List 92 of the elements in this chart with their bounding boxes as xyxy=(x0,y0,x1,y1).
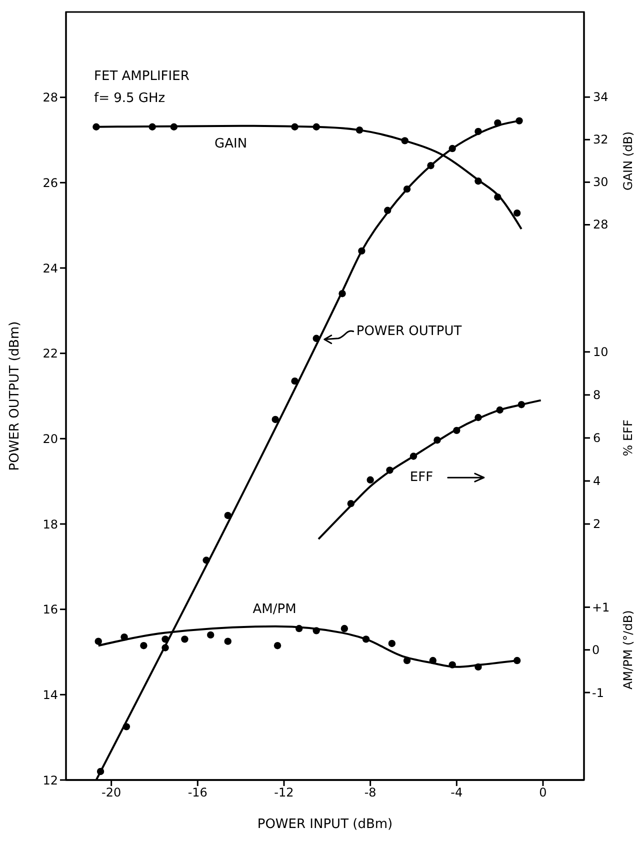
point xyxy=(170,123,178,130)
y-axis-title: AM/PM (°/dB) xyxy=(621,610,635,690)
y-axis-title: POWER OUTPUT (dBm) xyxy=(8,321,23,471)
point xyxy=(296,624,303,632)
point xyxy=(448,144,456,152)
point xyxy=(120,633,128,641)
point xyxy=(474,414,482,422)
point xyxy=(224,512,232,520)
legend-label: POWER OUTPUT xyxy=(356,324,462,339)
y-tick-label: 28 xyxy=(42,90,58,105)
point xyxy=(94,638,102,645)
point xyxy=(291,123,298,130)
point xyxy=(347,500,354,508)
series-label: AM/PM xyxy=(252,602,296,618)
point xyxy=(474,663,482,671)
point xyxy=(162,644,169,652)
y3-tick-label: 4 xyxy=(593,474,601,488)
point xyxy=(148,123,156,130)
y3-axis-title: % EFF xyxy=(621,420,635,456)
y-tick-label: +1 xyxy=(592,600,610,614)
point xyxy=(513,656,521,664)
point xyxy=(516,117,523,124)
point xyxy=(207,631,214,639)
point xyxy=(312,627,320,634)
point xyxy=(401,137,408,144)
point xyxy=(494,119,502,127)
y-tick-label: 14 xyxy=(42,688,58,702)
point xyxy=(312,123,320,130)
point xyxy=(272,416,279,424)
y-tick-label: 24 xyxy=(42,261,58,276)
point xyxy=(362,636,370,643)
point xyxy=(429,656,437,664)
point xyxy=(403,185,411,193)
y-tick-label: 18 xyxy=(42,517,58,532)
point xyxy=(403,656,411,664)
y3-tick-label: 6 xyxy=(593,430,601,445)
series-label: EFF xyxy=(410,470,434,486)
x-tick-label: -20 xyxy=(102,786,122,800)
y2-tick-label: 34 xyxy=(593,90,608,104)
point xyxy=(410,452,418,460)
point xyxy=(448,661,456,668)
y3-tick-label: 10 xyxy=(593,344,608,359)
y-tick-label: 16 xyxy=(42,602,58,617)
point xyxy=(338,290,346,298)
point xyxy=(388,640,396,648)
point xyxy=(386,466,394,474)
point xyxy=(518,401,526,408)
line-series xyxy=(318,399,542,540)
x-tick-label: -4 xyxy=(450,786,463,800)
x-axis-title: POWER INPUT (dBm) xyxy=(257,817,393,832)
y2-axis-title: GAIN (dB) xyxy=(621,131,635,190)
point xyxy=(312,334,320,342)
y-tick-label: 22 xyxy=(42,346,58,361)
point xyxy=(291,377,298,385)
point xyxy=(96,768,104,776)
point xyxy=(474,178,482,185)
point xyxy=(494,193,502,201)
point xyxy=(496,406,504,414)
point xyxy=(274,642,282,650)
y-tick-label: 20 xyxy=(42,432,58,446)
y3-tick-label: 2 xyxy=(593,517,601,531)
point xyxy=(356,126,364,134)
y-tick-label: 26 xyxy=(42,176,58,190)
y-tick-label: 0 xyxy=(592,643,600,658)
point xyxy=(140,642,148,650)
point xyxy=(162,636,169,643)
point xyxy=(474,128,482,136)
y-tick-label: -1 xyxy=(592,686,604,700)
point xyxy=(181,636,188,643)
point xyxy=(427,162,434,170)
x-tick-label: -12 xyxy=(274,786,294,800)
point xyxy=(122,723,130,730)
point xyxy=(513,209,521,217)
point xyxy=(366,476,374,484)
text: GAIN xyxy=(214,136,248,152)
point xyxy=(202,556,210,564)
point xyxy=(434,436,441,444)
point xyxy=(92,123,100,130)
y2-tick-label: 32 xyxy=(593,132,608,147)
point xyxy=(453,426,460,434)
annotation: f= 9.5 GHz xyxy=(94,91,166,106)
x-tick-label: -16 xyxy=(188,786,208,800)
y2-tick-label: 30 xyxy=(593,175,608,190)
x-tick-label: 0 xyxy=(539,786,547,800)
point xyxy=(358,247,366,255)
point xyxy=(224,638,232,645)
y3-tick-label: 8 xyxy=(593,388,601,402)
y-tick-label: 12 xyxy=(42,773,58,788)
point xyxy=(384,206,392,214)
point xyxy=(340,624,348,632)
annotation: FET AMPLIFIER xyxy=(94,69,190,84)
x-tick-label: -8 xyxy=(364,786,376,800)
